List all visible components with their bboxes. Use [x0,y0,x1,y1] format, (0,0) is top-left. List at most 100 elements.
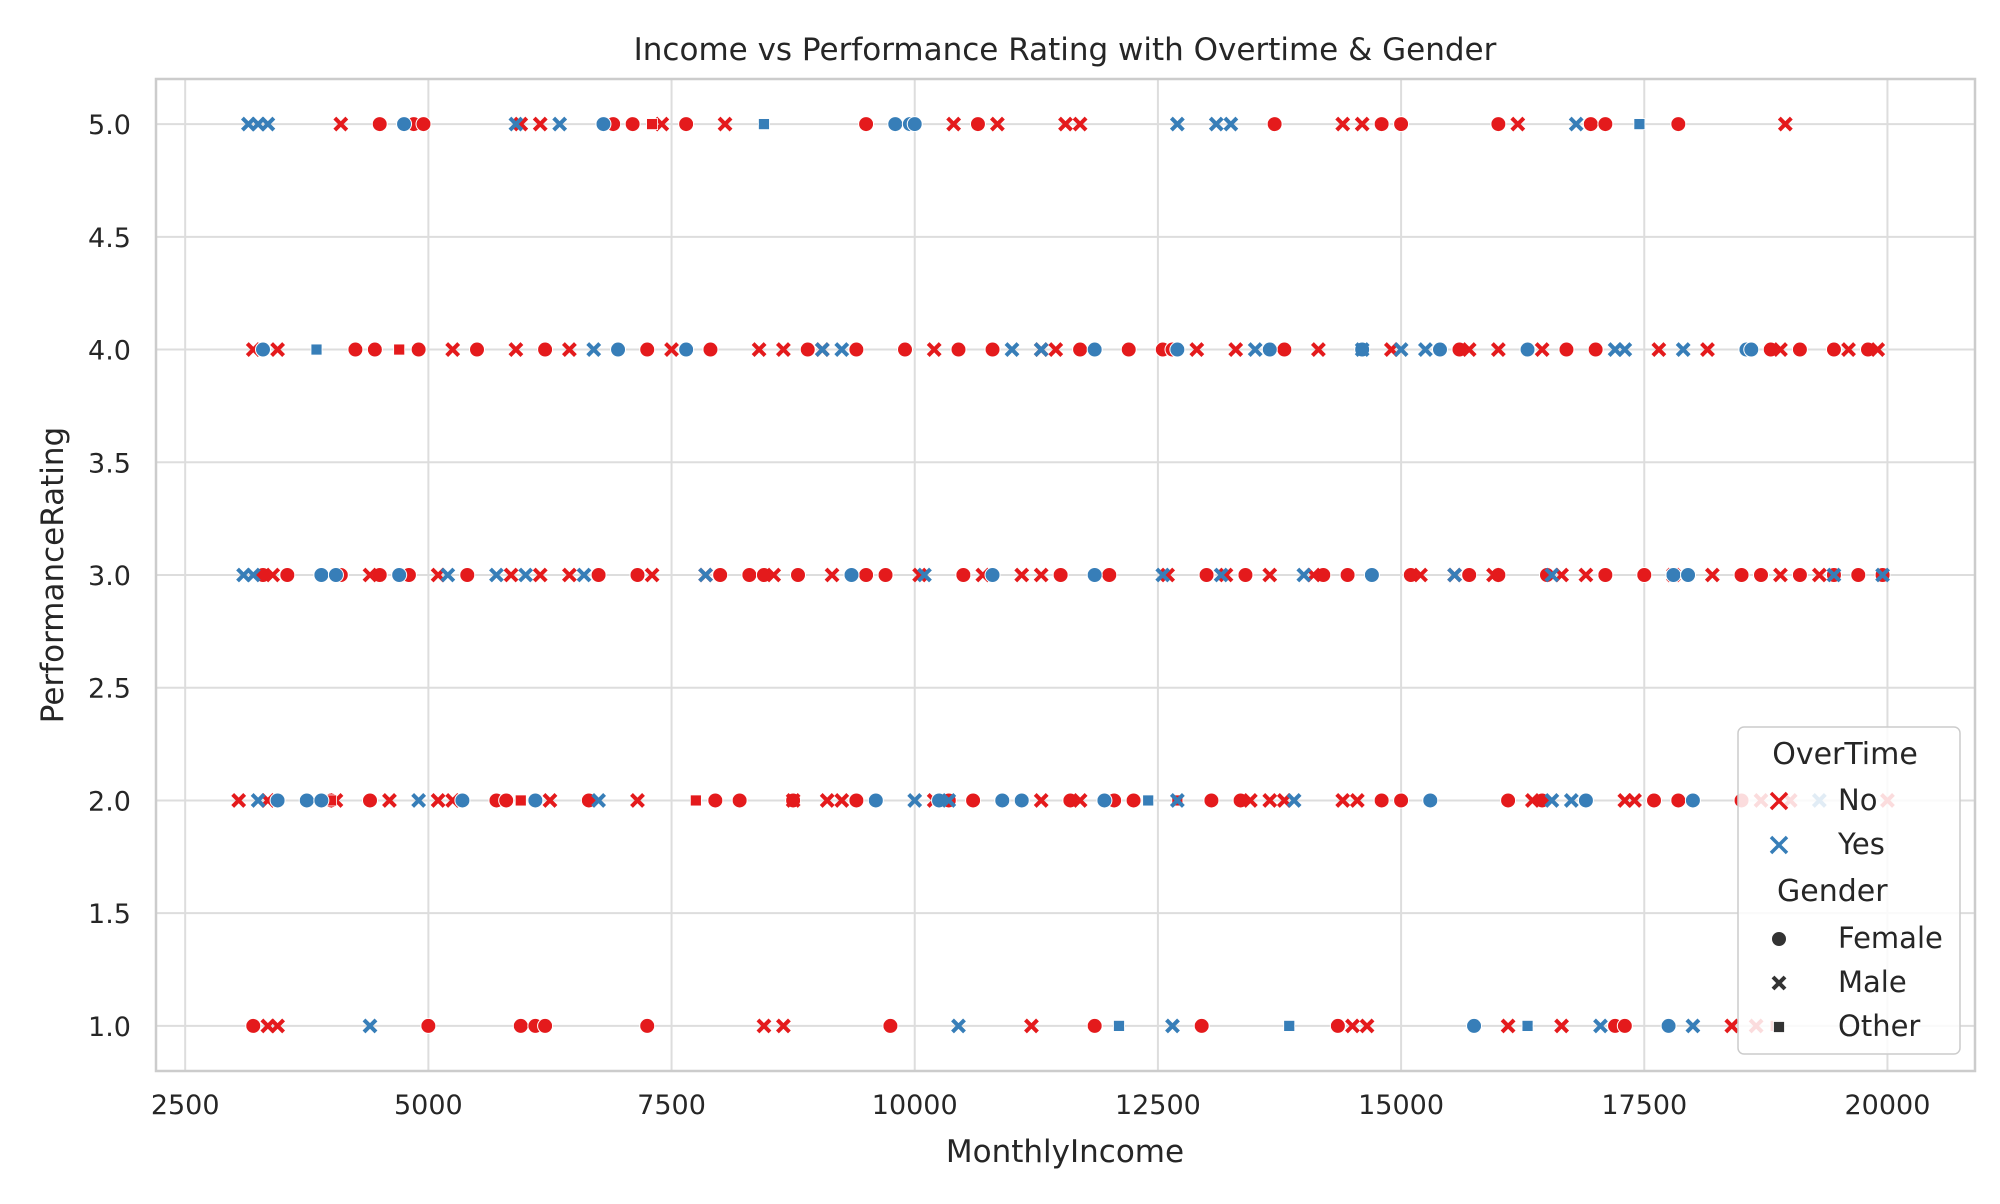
data-point-yes-female [1743,341,1760,358]
legend-gender-title: Gender [1777,874,1888,909]
data-point-yes-female [1680,567,1697,583]
series-yes-other [310,118,1646,1032]
data-point-no-other [514,794,527,807]
data-point-no-female [1616,1017,1633,1034]
data-point-yes-male [834,342,850,357]
data-point-yes-female [1261,341,1278,358]
data-point-yes-female [1577,792,1594,809]
data-point-no-female [1393,792,1410,809]
data-point-yes-other [1521,1020,1534,1032]
data-point-no-female [371,116,388,133]
data-point-no-female [678,116,695,133]
data-point-yes-male [917,567,932,583]
data-point-yes-other [310,343,323,356]
data-point-yes-male [1826,567,1842,583]
data-point-yes-male [411,793,427,808]
data-point-no-female [950,341,967,358]
data-point-no-male [1841,342,1856,357]
data-point-yes-male [586,342,602,357]
data-point-no-female [1120,341,1137,358]
data-point-no-female [1339,567,1356,583]
data-point-yes-male [1208,116,1224,132]
data-point-yes-male [1169,793,1185,808]
data-point-no-male [1413,567,1428,583]
data-point-yes-female [1096,792,1113,809]
data-point-no-male [946,116,962,132]
data-point-no-female [1791,567,1808,583]
data-point-no-other [393,343,406,356]
data-point-no-male [532,567,548,583]
data-point-no-male [785,793,801,808]
y-tick-label: 3.0 [88,561,131,592]
y-tick-label: 2.5 [88,674,131,705]
data-point-no-female [858,567,875,583]
data-point-yes-male [1247,342,1263,357]
data-point-no-male [751,342,767,357]
data-point-no-male [430,793,446,808]
data-point-no-female [362,792,378,809]
y-tick-label: 3.5 [88,448,131,479]
data-point-no-male [1554,1018,1570,1034]
data-point-no-male [717,116,733,132]
data-point-no-other [689,794,702,807]
data-point-yes-female [1519,341,1536,358]
data-point-yes-female [1432,341,1448,358]
data-point-no-female [1373,116,1390,133]
legend-marker-other [1773,1021,1785,1033]
data-point-no-male [1072,793,1088,808]
legend: OverTime No Yes Gender Female Male Other [1737,726,1961,1055]
data-point-yes-male [1675,342,1691,357]
data-point-yes-female [313,792,330,809]
data-point-no-female [712,567,729,583]
y-tick-label: 1.5 [88,899,131,930]
data-point-no-male [1524,793,1540,808]
data-point-no-male [1160,567,1176,583]
data-point-no-male [532,116,548,132]
data-point-no-male [1627,793,1642,808]
data-point-yes-female [396,116,413,133]
data-point-no-female [877,567,894,583]
data-point-yes-male [1223,116,1239,132]
y-tick-label: 2.0 [88,786,131,817]
data-point-no-female [1646,792,1662,809]
data-point-yes-female [906,116,923,133]
data-point-yes-male [1213,567,1229,583]
data-point-no-male [231,793,247,808]
data-point-yes-male [440,567,456,583]
data-point-yes-other [758,118,770,130]
data-point-yes-female [269,792,286,809]
data-point-yes-female [595,116,612,133]
x-tick-label: 2500 [151,1090,220,1121]
data-point-no-male [1033,567,1049,583]
data-point-yes-male [1354,342,1370,357]
data-point-no-male [445,342,461,357]
data-point-no-male [756,1018,772,1034]
data-point-no-female [1753,567,1769,583]
data-point-no-female [1558,341,1575,358]
data-point-yes-male [1617,342,1633,357]
data-point-no-male [1014,567,1030,583]
data-point-no-male [503,567,519,583]
data-point-no-female [955,567,972,583]
data-point-no-male [1578,567,1594,583]
data-point-no-female [1237,567,1254,583]
data-point-no-female [1101,567,1118,583]
data-point-yes-female [984,567,1001,583]
data-point-no-male [1058,116,1073,132]
data-point-no-male [513,116,529,132]
data-point-no-female [1850,567,1867,583]
data-point-yes-female [678,341,695,358]
data-point-yes-female [610,341,627,358]
data-point-no-male [1700,342,1715,357]
x-tick-label: 5000 [394,1090,463,1121]
data-point-no-male [1262,567,1278,583]
data-point-no-male [333,116,349,132]
data-point-yes-female [1660,1017,1677,1034]
x-tick-label: 7500 [637,1090,706,1121]
y-tick-label: 5.0 [88,110,131,141]
legend-style-markers [1771,931,1787,1033]
data-point-no-female [1266,116,1283,133]
data-point-no-female [965,792,982,809]
data-point-no-other [646,118,658,130]
